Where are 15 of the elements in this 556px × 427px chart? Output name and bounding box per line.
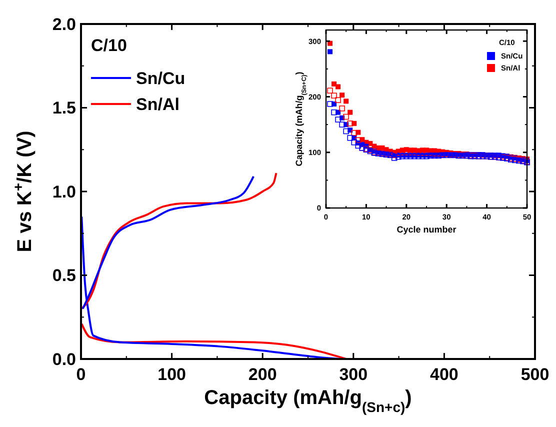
legend-title: C/10	[91, 36, 127, 55]
x-tick-label: 300	[339, 365, 368, 384]
x-tick-label: 200	[248, 365, 277, 384]
x-tick-label: 400	[430, 365, 458, 384]
x-axis-title: Capacity (mAh/g$_{(Sn+c)}$)	[204, 387, 412, 415]
legend-label: Sn/Al	[136, 94, 180, 114]
x-tick-label: 100	[158, 365, 186, 384]
y-tick-label: 0.5	[52, 266, 76, 286]
x-axis-title: Cycle number	[396, 224, 457, 234]
y-tick-label: 0.0	[52, 350, 76, 369]
y-tick-label: 1.0	[52, 182, 76, 202]
y-tick-label: 1.5	[52, 98, 76, 118]
legend-label: Sn/Cu	[136, 68, 186, 88]
y-tick-label: 2.0	[52, 14, 76, 34]
x-tick-label: 500	[520, 365, 550, 384]
